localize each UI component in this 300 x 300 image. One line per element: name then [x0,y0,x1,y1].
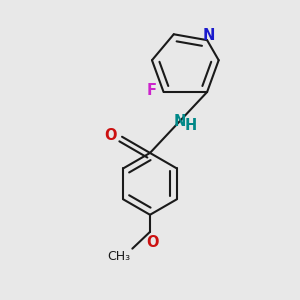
Text: H: H [185,118,197,133]
Text: O: O [146,235,159,250]
Text: CH₃: CH₃ [108,250,131,263]
Text: N: N [202,28,215,43]
Text: O: O [104,128,117,143]
Text: F: F [146,83,156,98]
Text: N: N [174,113,186,128]
